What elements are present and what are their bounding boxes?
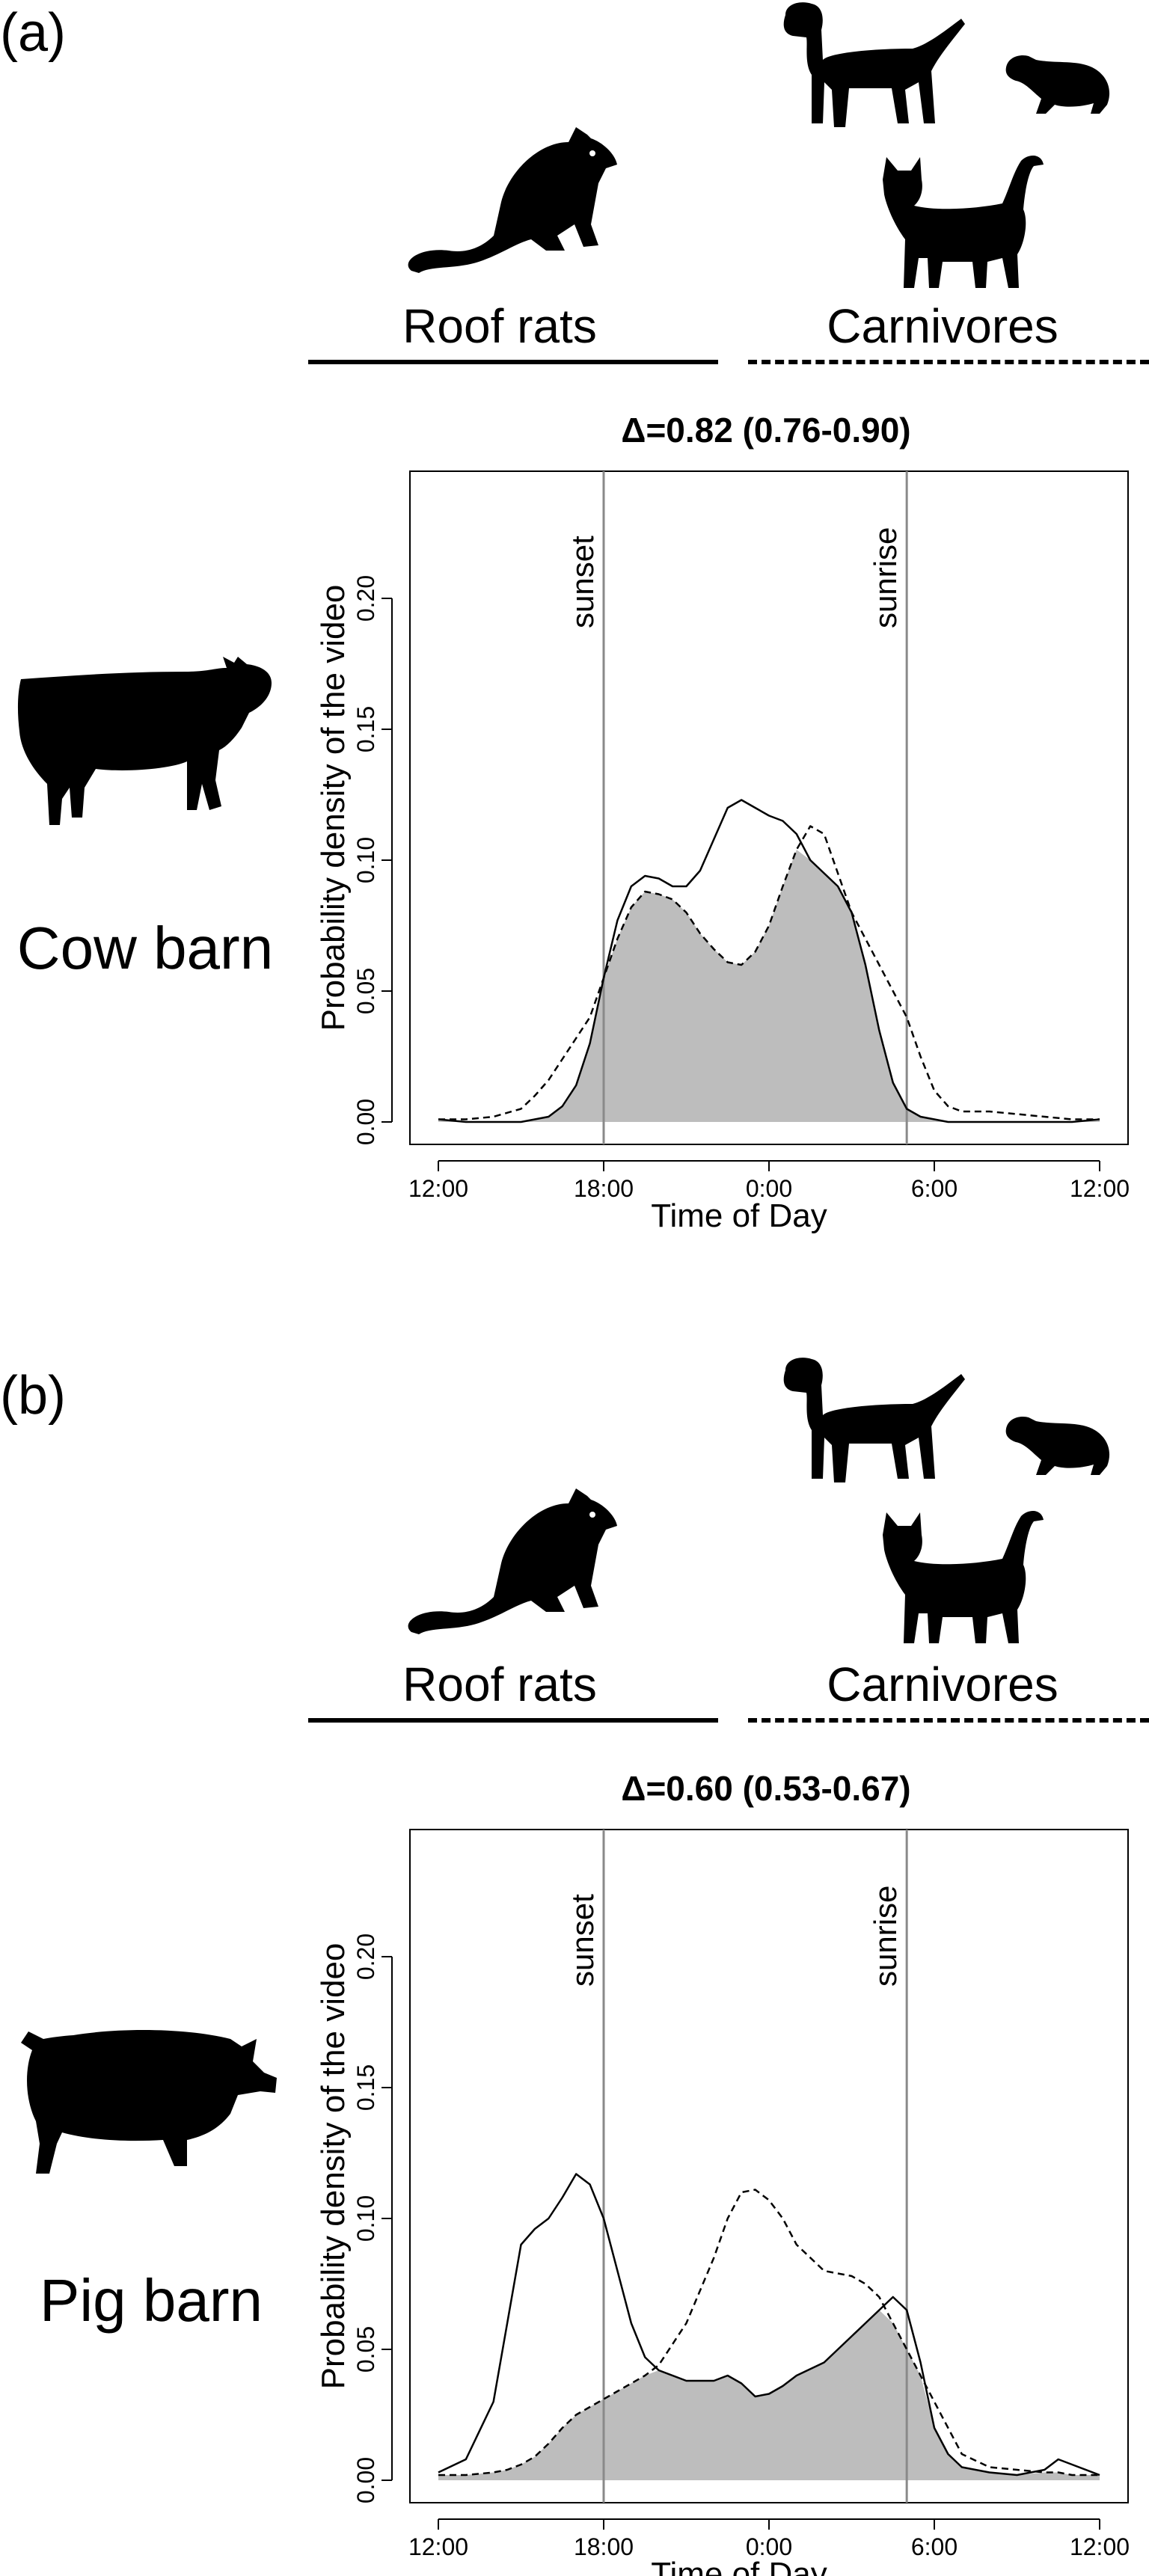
series-line-roof-rats xyxy=(438,799,1100,1123)
overlap-area xyxy=(438,850,1100,1122)
x-tick-label: 0:00 xyxy=(746,2533,792,2560)
x-tick-label: 12:00 xyxy=(408,1175,468,1202)
y-axis-label: Probability density of the video xyxy=(315,1943,352,2390)
group-label-right: Carnivores xyxy=(827,299,1058,353)
group-label-left: Roof rats xyxy=(402,1657,597,1711)
y-tick-label: 0.20 xyxy=(352,575,379,622)
barn-label: Cow barn xyxy=(16,915,274,981)
carnivores-rule xyxy=(748,360,1149,364)
y-axis-label: Probability density of the video xyxy=(315,585,352,1031)
roof-rats-rule xyxy=(308,360,718,364)
sunset-label: sunset xyxy=(565,1894,600,1987)
plot-frame xyxy=(409,1829,1129,2503)
roof-rats-rule xyxy=(308,1718,718,1723)
panel-label: (b) xyxy=(0,1366,66,1426)
panel-label: (a) xyxy=(0,3,66,63)
pig-icon xyxy=(21,2030,277,2174)
cow-icon xyxy=(17,657,272,825)
y-tick-label: 0.00 xyxy=(352,1099,379,1145)
series-line-carnivores xyxy=(438,825,1100,1120)
x-axis-label: Time of Day xyxy=(651,2556,827,2576)
x-tick-label: 18:00 xyxy=(574,2533,634,2560)
series-line-roof-rats xyxy=(438,2173,1100,2477)
rat-icon xyxy=(408,1488,617,1634)
cat-icon xyxy=(883,1511,1044,1643)
ferret-icon xyxy=(1005,1416,1110,1475)
series-line-carnivores xyxy=(438,2189,1100,2477)
rat-icon xyxy=(408,127,617,273)
cat-icon xyxy=(883,156,1044,288)
panel-b: (b) Roof rats Carnivores Pig barn Δ=0.60… xyxy=(0,1288,1149,2576)
y-tick-label: 0.20 xyxy=(352,1933,379,1980)
y-tick-label: 0.05 xyxy=(352,2326,379,2373)
group-label-right: Carnivores xyxy=(827,1657,1058,1711)
dog-icon xyxy=(783,2,965,127)
x-tick-label: 6:00 xyxy=(911,2533,958,2560)
chart-title: Δ=0.82 (0.76-0.90) xyxy=(621,411,911,450)
sunrise-label: sunrise xyxy=(868,1886,903,1987)
chart-title: Δ=0.60 (0.53-0.67) xyxy=(621,1769,911,1808)
x-axis-label: Time of Day xyxy=(651,1197,827,1234)
sunrise-label: sunrise xyxy=(868,527,903,628)
sunset-label: sunset xyxy=(565,536,600,628)
density-chart: sunset sunrise 0.00 0.05 0.10 0.15 0.20Probabi… xyxy=(315,470,1130,1234)
y-tick-label: 0.15 xyxy=(352,706,379,752)
x-tick-label: 6:00 xyxy=(911,1175,958,1202)
y-tick-label: 0.00 xyxy=(352,2457,379,2503)
y-tick-label: 0.05 xyxy=(352,968,379,1014)
plot-frame xyxy=(409,470,1129,1145)
density-chart: sunset sunrise 0.00 0.05 0.10 0.15 0.20Probabi… xyxy=(315,1829,1130,2576)
x-tick-label: 0:00 xyxy=(746,1175,792,1202)
x-tick-label: 12:00 xyxy=(408,2533,468,2560)
barn-label: Pig barn xyxy=(40,2267,263,2334)
x-tick-label: 18:00 xyxy=(574,1175,634,1202)
y-tick-label: 0.10 xyxy=(352,2195,379,2242)
x-tick-label: 12:00 xyxy=(1070,1175,1130,1202)
x-tick-label: 12:00 xyxy=(1070,2533,1130,2560)
y-tick-label: 0.10 xyxy=(352,837,379,883)
group-label-left: Roof rats xyxy=(402,299,597,353)
y-tick-label: 0.15 xyxy=(352,2064,379,2111)
ferret-icon xyxy=(1005,55,1110,114)
dog-icon xyxy=(783,1358,965,1482)
carnivores-rule xyxy=(748,1718,1149,1723)
panel-a: (a) Roof rats Carnivores Cow barn Δ=0.82… xyxy=(0,2,1149,1234)
